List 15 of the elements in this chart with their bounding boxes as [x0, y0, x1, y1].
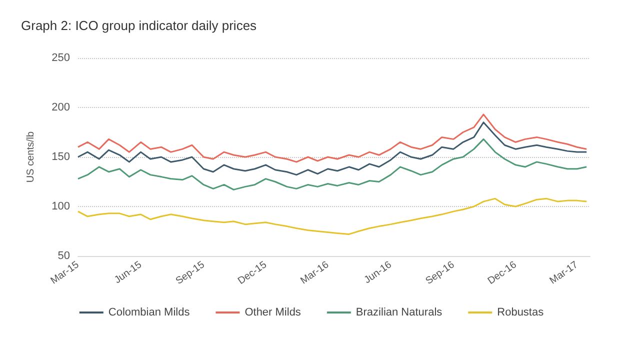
y-tick-label: 250 — [52, 52, 70, 64]
line-series — [77, 198, 588, 235]
legend-label: Robustas — [497, 306, 544, 318]
legend-label: Colombian Milds — [108, 306, 190, 318]
chart-title: Graph 2: ICO group indicator daily prices — [21, 18, 258, 33]
legend-label: Other Milds — [244, 306, 302, 318]
line-series — [77, 122, 588, 176]
y-axis-title: US cents/lb — [26, 131, 36, 183]
y-tick-label: 150 — [52, 151, 70, 163]
y-tick-label: 50 — [58, 250, 70, 262]
line-series — [77, 114, 588, 163]
line-series — [77, 138, 588, 190]
y-tick-label: 100 — [52, 200, 70, 212]
legend-label: Brazilian Naturals — [356, 306, 443, 318]
y-tick-label: 200 — [52, 102, 70, 114]
